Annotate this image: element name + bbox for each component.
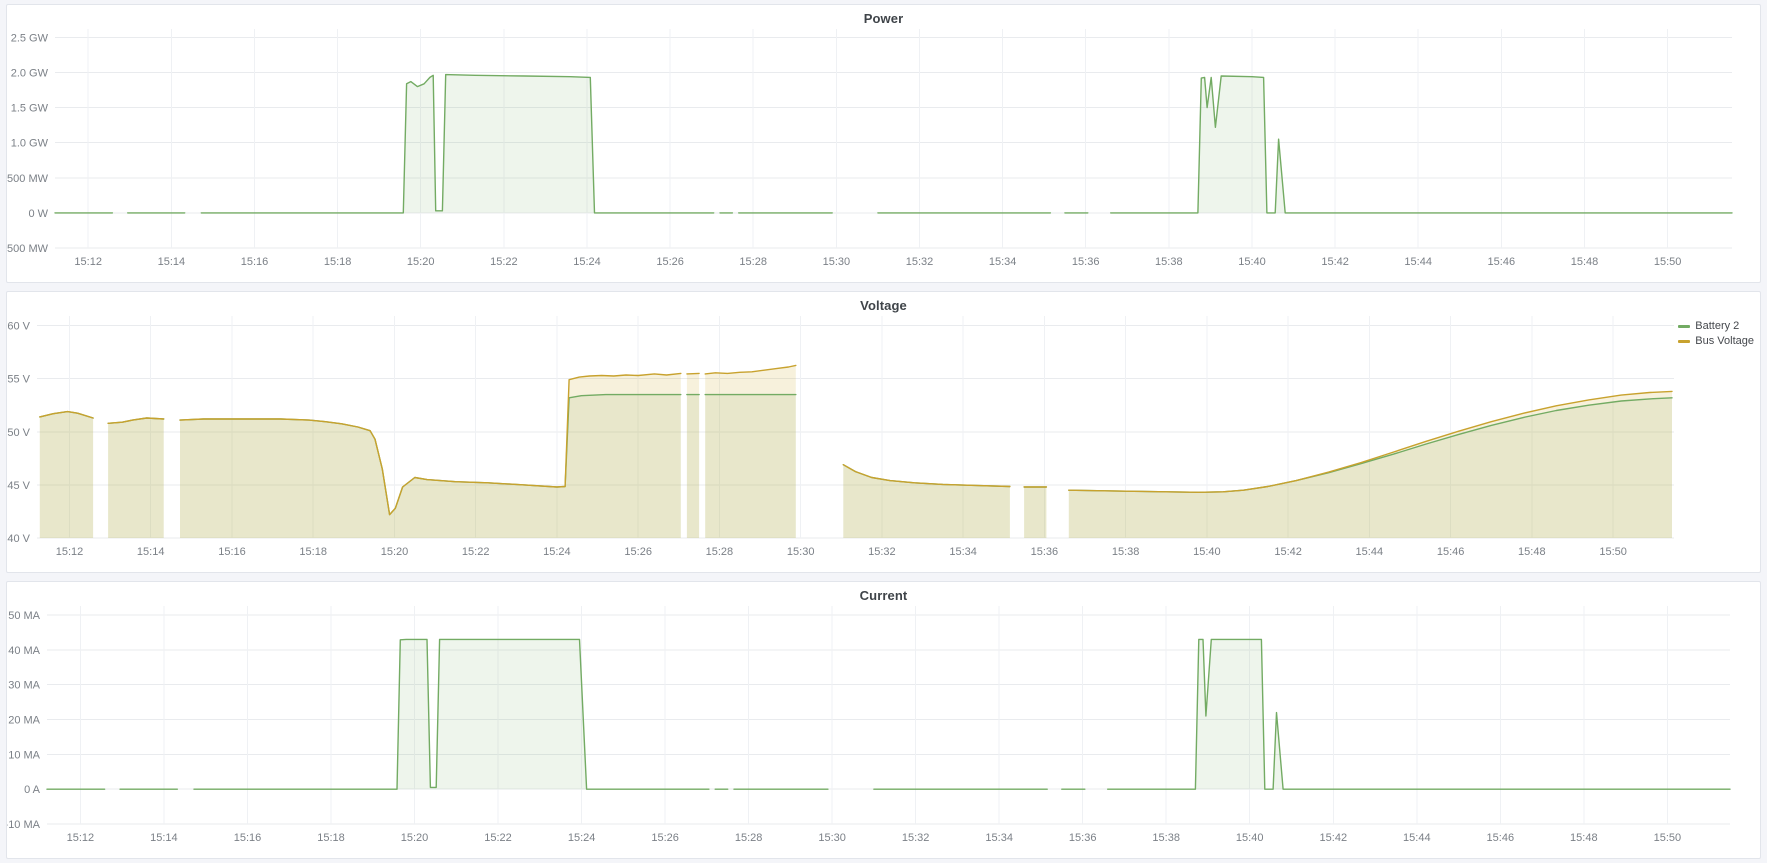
svg-text:15:36: 15:36: [1069, 832, 1097, 844]
svg-text:15:28: 15:28: [739, 256, 767, 268]
svg-text:15:38: 15:38: [1155, 256, 1183, 268]
svg-text:40 MA: 40 MA: [8, 645, 40, 657]
svg-text:15:18: 15:18: [299, 546, 327, 558]
svg-text:15:48: 15:48: [1571, 256, 1599, 268]
svg-text:15:44: 15:44: [1403, 832, 1431, 844]
svg-text:10 MA: 10 MA: [8, 749, 40, 761]
svg-text:15:24: 15:24: [568, 832, 596, 844]
svg-text:15:50: 15:50: [1654, 832, 1682, 844]
svg-text:15:18: 15:18: [324, 256, 352, 268]
svg-text:-500 MW: -500 MW: [7, 243, 49, 255]
svg-text:15:16: 15:16: [234, 832, 262, 844]
svg-text:15:14: 15:14: [137, 546, 165, 558]
legend-item-bus-voltage[interactable]: Bus Voltage: [1678, 334, 1754, 348]
voltage-legend: Battery 2 Bus Voltage: [1678, 319, 1754, 348]
svg-text:20 MA: 20 MA: [8, 715, 40, 727]
svg-text:15:14: 15:14: [150, 832, 178, 844]
svg-text:15:34: 15:34: [985, 832, 1013, 844]
power-panel: Power 2.5 GW 2.0 GW 1.5 GW 1.0 GW 500 MW 0 W -…: [3, 4, 1761, 283]
svg-text:15:12: 15:12: [74, 256, 102, 268]
svg-text:50 V: 50 V: [7, 427, 30, 439]
svg-text:15:40: 15:40: [1193, 546, 1221, 558]
svg-text:15:28: 15:28: [735, 832, 763, 844]
current-chart-canvas[interactable]: 50 MA 40 MA 30 MA 20 MA 10 MA 0 A -10 MA 15:12 1…: [5, 582, 1760, 858]
svg-text:15:24: 15:24: [573, 256, 601, 268]
svg-text:15:46: 15:46: [1437, 546, 1465, 558]
svg-text:15:22: 15:22: [462, 546, 490, 558]
panel-title-voltage: Voltage: [860, 298, 907, 313]
svg-text:15:30: 15:30: [787, 546, 815, 558]
svg-text:500 MW: 500 MW: [7, 173, 49, 185]
current-panel: Current 50 MA 40 MA 30 MA 20 MA 10 MA 0 A -10 …: [5, 581, 1761, 859]
svg-text:15:12: 15:12: [56, 546, 84, 558]
svg-text:55 V: 55 V: [7, 374, 30, 386]
voltage-panel: Voltage 60 V 55 V 50 V 45 V 40 V 15:12 15:14 15…: [6, 291, 1761, 573]
svg-text:30 MA: 30 MA: [8, 680, 40, 692]
svg-text:15:42: 15:42: [1321, 256, 1349, 268]
svg-text:15:44: 15:44: [1356, 546, 1384, 558]
svg-text:15:40: 15:40: [1236, 832, 1264, 844]
svg-text:15:32: 15:32: [868, 546, 896, 558]
svg-text:60 V: 60 V: [7, 321, 30, 333]
svg-text:15:48: 15:48: [1570, 832, 1598, 844]
svg-text:45 V: 45 V: [7, 480, 30, 492]
svg-text:15:32: 15:32: [902, 832, 930, 844]
legend-label-bus-voltage: Bus Voltage: [1695, 335, 1754, 347]
svg-text:1.0 GW: 1.0 GW: [11, 138, 49, 150]
svg-text:15:34: 15:34: [989, 256, 1017, 268]
svg-text:2.5 GW: 2.5 GW: [11, 32, 49, 44]
svg-text:15:18: 15:18: [317, 832, 345, 844]
panel-title-current: Current: [859, 588, 908, 603]
svg-text:15:14: 15:14: [158, 256, 186, 268]
power-chart-canvas[interactable]: 2.5 GW 2.0 GW 1.5 GW 1.0 GW 500 MW 0 W -500 MW…: [3, 5, 1760, 282]
svg-text:15:26: 15:26: [651, 832, 679, 844]
svg-text:15:20: 15:20: [401, 832, 429, 844]
svg-text:40 V: 40 V: [7, 533, 30, 545]
svg-text:15:44: 15:44: [1404, 256, 1432, 268]
svg-text:15:34: 15:34: [949, 546, 977, 558]
svg-text:15:16: 15:16: [241, 256, 269, 268]
svg-text:15:50: 15:50: [1599, 546, 1627, 558]
svg-text:2.0 GW: 2.0 GW: [11, 68, 49, 80]
svg-text:50 MA: 50 MA: [8, 610, 40, 622]
voltage-chart-canvas[interactable]: 60 V 55 V 50 V 45 V 40 V 15:12 15:14 15:16 15:18…: [7, 292, 1760, 572]
svg-text:15:16: 15:16: [218, 546, 246, 558]
legend-item-battery-2[interactable]: Battery 2: [1678, 319, 1739, 333]
svg-text:15:20: 15:20: [381, 546, 409, 558]
svg-text:15:28: 15:28: [706, 546, 734, 558]
svg-text:15:20: 15:20: [407, 256, 435, 268]
svg-text:15:12: 15:12: [67, 832, 95, 844]
svg-text:15:30: 15:30: [818, 832, 846, 844]
svg-text:15:42: 15:42: [1320, 832, 1348, 844]
svg-text:15:36: 15:36: [1072, 256, 1100, 268]
svg-text:15:38: 15:38: [1112, 546, 1140, 558]
legend-label-battery-2: Battery 2: [1695, 320, 1740, 332]
svg-text:15:30: 15:30: [823, 256, 851, 268]
svg-text:15:38: 15:38: [1152, 832, 1180, 844]
svg-text:15:22: 15:22: [490, 256, 518, 268]
panel-title-power: Power: [863, 11, 904, 26]
svg-text:0 W: 0 W: [28, 208, 48, 220]
svg-text:1.5 GW: 1.5 GW: [11, 103, 49, 115]
svg-text:15:24: 15:24: [543, 546, 571, 558]
svg-text:15:26: 15:26: [624, 546, 652, 558]
svg-text:-10 MA: -10 MA: [7, 819, 41, 831]
svg-text:15:42: 15:42: [1274, 546, 1302, 558]
legend-swatch-bus-voltage-icon: [1678, 339, 1691, 343]
svg-text:15:46: 15:46: [1487, 832, 1515, 844]
svg-text:15:50: 15:50: [1654, 256, 1682, 268]
svg-text:15:36: 15:36: [1031, 546, 1059, 558]
svg-text:15:26: 15:26: [656, 256, 684, 268]
svg-text:15:22: 15:22: [484, 832, 512, 844]
svg-text:15:40: 15:40: [1238, 256, 1266, 268]
legend-swatch-battery-2-icon: [1678, 324, 1691, 328]
svg-text:15:32: 15:32: [906, 256, 934, 268]
svg-text:15:46: 15:46: [1488, 256, 1516, 268]
svg-text:15:48: 15:48: [1518, 546, 1546, 558]
svg-text:0 A: 0 A: [24, 784, 41, 796]
